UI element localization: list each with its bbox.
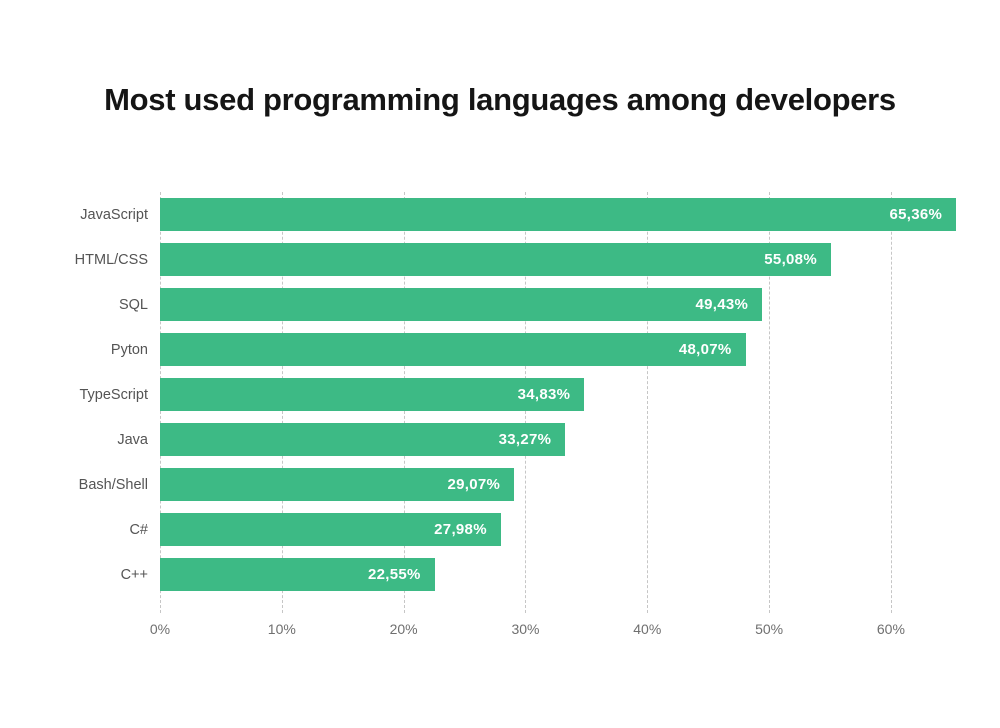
category-label: JavaScript: [80, 206, 148, 223]
bar: 33,27%: [160, 423, 566, 456]
bar-row: 49,43%: [160, 282, 964, 327]
bar-value-label: 49,43%: [695, 296, 749, 313]
bar-value-label: 65,36%: [889, 206, 943, 223]
bar: 27,98%: [160, 513, 501, 546]
x-tick-label: 20%: [389, 621, 418, 637]
x-axis-spacer: [40, 621, 160, 643]
bar-row: 22,55%: [160, 552, 964, 597]
bar: 34,83%: [160, 378, 585, 411]
chart-title: Most used programming languages among de…: [104, 82, 896, 117]
gridline-40pct: [647, 192, 649, 613]
category-label: C#: [129, 521, 148, 538]
x-axis: 0% 10% 20% 30% 40% 50% 60%: [40, 621, 964, 643]
category-label: Pyton: [110, 341, 148, 358]
bar-value-label: 55,08%: [764, 251, 817, 268]
x-tick-label: 30%: [511, 621, 540, 637]
bar-row: 29,07%: [160, 462, 964, 507]
x-tick-label: 50%: [755, 621, 784, 637]
bar-row: 34,83%: [160, 372, 964, 417]
bar-value-label: 33,27%: [498, 431, 552, 448]
category-label: Java: [117, 431, 148, 448]
bar: 49,43%: [160, 288, 763, 321]
x-tick-label: 10%: [267, 621, 296, 637]
gridline-50pct: [769, 192, 771, 613]
bar-row: 65,36%: [160, 192, 964, 237]
category-label: C++: [120, 566, 148, 583]
x-tick-label: 0%: [149, 621, 171, 637]
bar: 48,07%: [160, 333, 746, 366]
bar-row: 48,07%: [160, 327, 964, 372]
category-label: HTML/CSS: [74, 251, 148, 268]
category-labels-column: JavaScript HTML/CSS SQL Pyton TypeScript Java…: [40, 192, 160, 613]
category-label: TypeScript: [79, 386, 149, 403]
bar: 55,08%: [160, 243, 831, 276]
chart-body: JavaScript HTML/CSS SQL Pyton TypeScript Java…: [40, 192, 964, 613]
bar: 22,55%: [160, 558, 435, 591]
bar-chart: JavaScript HTML/CSS SQL Pyton TypeScript Java…: [40, 192, 964, 643]
gridline-60pct: [890, 192, 892, 613]
bar: 29,07%: [160, 468, 515, 501]
bar-value-label: 48,07%: [678, 341, 732, 358]
bar-row: 27,98%: [160, 507, 964, 552]
x-tick-label: 60%: [876, 621, 905, 637]
bar-value-label: 22,55%: [368, 566, 421, 583]
bar: 65,36%: [160, 198, 957, 231]
plot-area: 65,36% 55,08% 49,43% 48,07% 34,83% 33,27% 29,0…: [160, 192, 964, 613]
category-label: Bash/Shell: [78, 476, 148, 493]
bar-row: 55,08%: [160, 237, 964, 282]
category-label: SQL: [118, 296, 148, 313]
bar-value-label: 29,07%: [447, 476, 501, 493]
x-axis-tick-area: 0% 10% 20% 30% 40% 50% 60%: [150, 621, 964, 643]
bar-value-label: 27,98%: [434, 521, 487, 538]
x-tick-label: 40%: [633, 621, 662, 637]
bar-value-label: 34,83%: [517, 386, 571, 403]
bar-row: 33,27%: [160, 417, 964, 462]
